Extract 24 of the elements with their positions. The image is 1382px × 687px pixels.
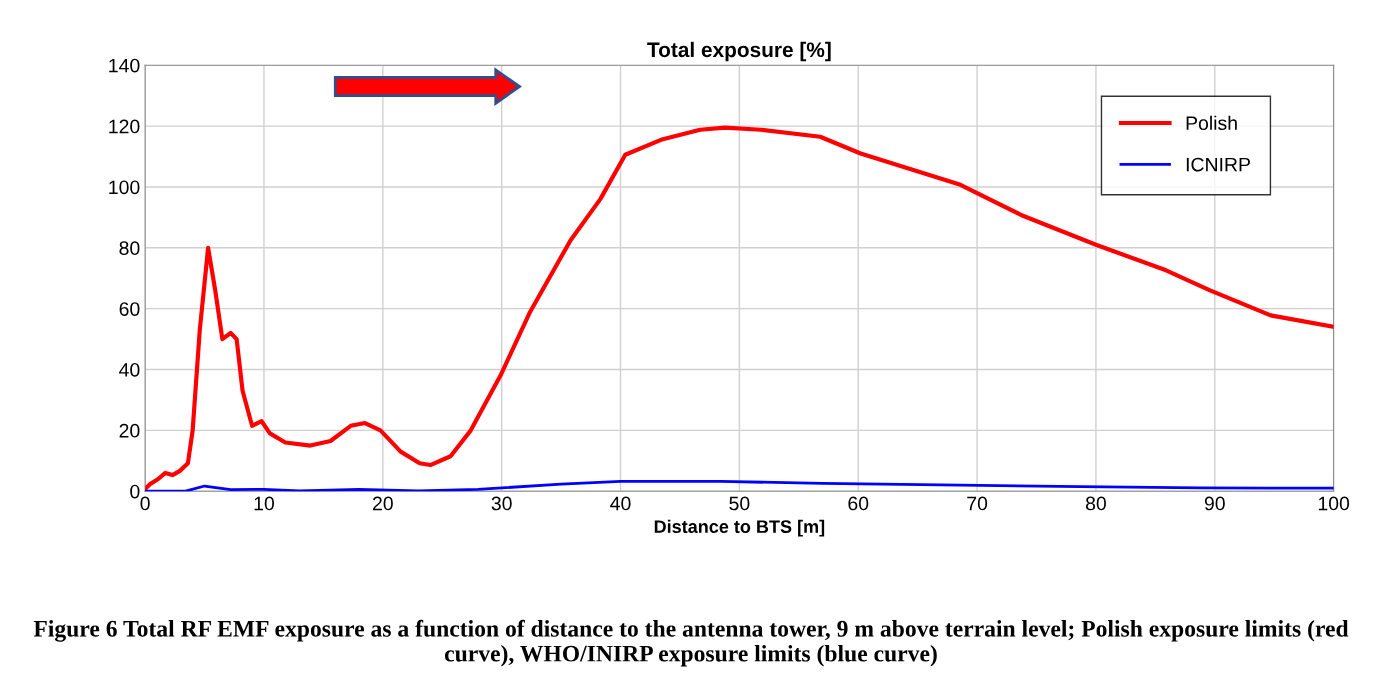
y-tick-label: 100 bbox=[109, 180, 140, 195]
x-tick-label: 20 bbox=[372, 496, 393, 511]
x-tick-label: 10 bbox=[254, 496, 275, 511]
y-tick-label: 60 bbox=[119, 302, 140, 316]
x-tick-label: 70 bbox=[967, 496, 988, 511]
y-tick-label: 40 bbox=[119, 362, 140, 377]
x-tick-label: 40 bbox=[610, 496, 631, 511]
x-tick-label: 100 bbox=[1318, 496, 1350, 511]
y-tick-label: 20 bbox=[119, 423, 140, 438]
caption: Figure 6 Total RF EMF exposure as a function of distance to the antenna tower, 9 m above terrain level; Polish exposure limits (red curve), WHO/INIRP exposure limits (blue curve) bbox=[33, 619, 1349, 667]
x-tick-label: 60 bbox=[848, 496, 869, 511]
chart-title: Total exposure [%] bbox=[647, 41, 831, 62]
x-tick-label: 90 bbox=[1204, 496, 1225, 511]
x-tick-label: 80 bbox=[1085, 496, 1106, 511]
x-axis-title: Distance to BTS [m] bbox=[654, 519, 825, 537]
y-tick-label: 140 bbox=[109, 58, 140, 73]
x-tick-label: 50 bbox=[729, 496, 750, 511]
y-tick-label: 0 bbox=[130, 484, 140, 499]
x-tick-label: 0 bbox=[140, 496, 150, 511]
x-tick-label: 30 bbox=[491, 496, 512, 511]
legend-label: Polish bbox=[1186, 115, 1237, 131]
legend-label: ICNIRP bbox=[1186, 157, 1250, 172]
y-tick-label: 80 bbox=[119, 241, 140, 256]
y-tick-label: 120 bbox=[109, 119, 140, 134]
